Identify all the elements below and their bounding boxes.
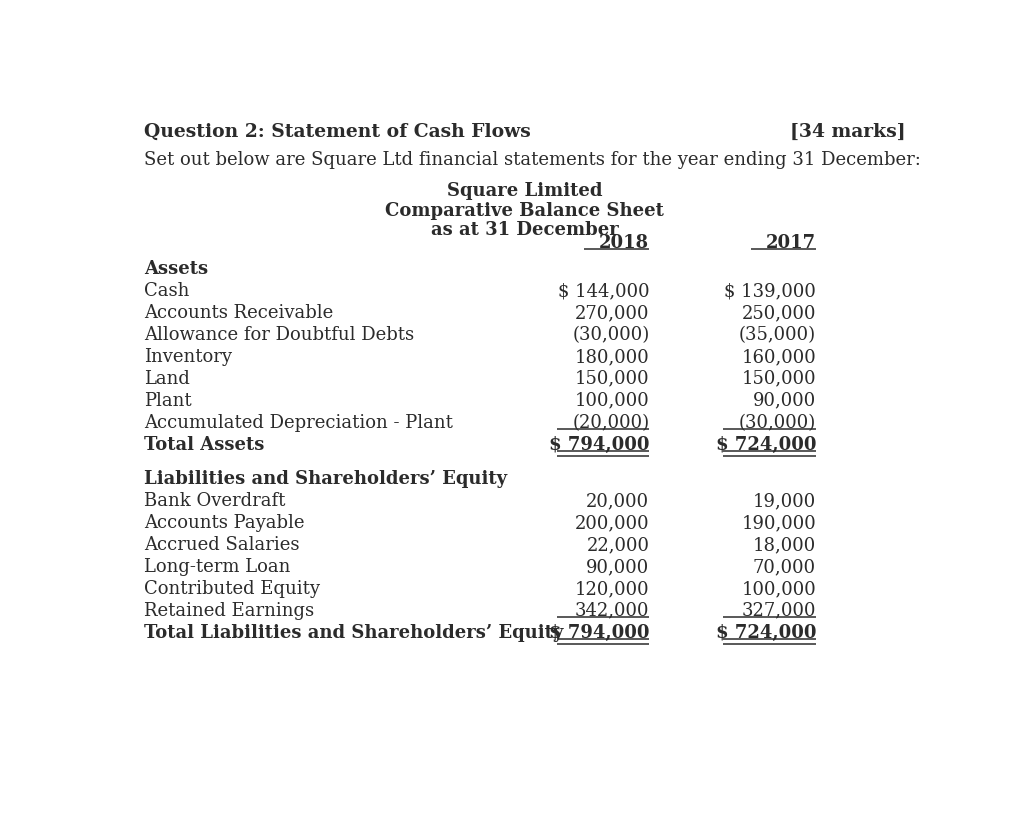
Text: 120,000: 120,000 [574,579,649,597]
Text: 19,000: 19,000 [753,492,816,510]
Text: Set out below are Square Ltd financial statements for the year ending 31 Decembe: Set out below are Square Ltd financial s… [143,150,921,169]
Text: 150,000: 150,000 [574,370,649,387]
Text: [34 marks]: [34 marks] [791,123,905,140]
Text: Total Liabilities and Shareholders’ Equity: Total Liabilities and Shareholders’ Equi… [143,623,563,641]
Text: (35,000): (35,000) [739,325,816,344]
Text: 70,000: 70,000 [753,558,816,575]
Text: Bank Overdraft: Bank Overdraft [143,492,286,510]
Text: $ 794,000: $ 794,000 [549,435,649,453]
Text: 100,000: 100,000 [741,579,816,597]
Text: Liabilities and Shareholders’ Equity: Liabilities and Shareholders’ Equity [143,470,507,487]
Text: 160,000: 160,000 [741,348,816,365]
Text: 100,000: 100,000 [574,391,649,410]
Text: (30,000): (30,000) [572,325,649,344]
Text: Assets: Assets [143,260,208,278]
Text: Question 2: Statement of Cash Flows: Question 2: Statement of Cash Flows [143,123,530,140]
Text: Retained Earnings: Retained Earnings [143,601,314,619]
Text: Total Assets: Total Assets [143,435,264,453]
Text: 90,000: 90,000 [753,391,816,410]
Text: 20,000: 20,000 [587,492,649,510]
Text: as at 31 December: as at 31 December [431,221,618,238]
Text: Land: Land [143,370,189,387]
Text: Inventory: Inventory [143,348,231,365]
Text: 200,000: 200,000 [574,513,649,532]
Text: Allowance for Doubtful Debts: Allowance for Doubtful Debts [143,325,414,344]
Text: Cash: Cash [143,282,189,300]
Text: $ 139,000: $ 139,000 [724,282,816,300]
Text: $ 724,000: $ 724,000 [716,623,816,641]
Text: (30,000): (30,000) [738,413,816,431]
Text: Comparative Balance Sheet: Comparative Balance Sheet [385,201,665,219]
Text: Plant: Plant [143,391,191,410]
Text: $ 794,000: $ 794,000 [549,623,649,641]
Text: 250,000: 250,000 [741,303,816,322]
Text: 190,000: 190,000 [741,513,816,532]
Text: Contributed Equity: Contributed Equity [143,579,319,597]
Text: 22,000: 22,000 [587,536,649,553]
Text: 90,000: 90,000 [586,558,649,575]
Text: Square Limited: Square Limited [447,182,602,200]
Text: 2017: 2017 [766,233,816,252]
Text: 327,000: 327,000 [741,601,816,619]
Text: Accumulated Depreciation - Plant: Accumulated Depreciation - Plant [143,413,453,431]
Text: Long-term Loan: Long-term Loan [143,558,290,575]
Text: 270,000: 270,000 [574,303,649,322]
Text: 2018: 2018 [599,233,649,252]
Text: 150,000: 150,000 [741,370,816,387]
Text: 18,000: 18,000 [753,536,816,553]
Text: 180,000: 180,000 [574,348,649,365]
Text: (20,000): (20,000) [572,413,649,431]
Text: Accrued Salaries: Accrued Salaries [143,536,299,553]
Text: Accounts Receivable: Accounts Receivable [143,303,333,322]
Text: Accounts Payable: Accounts Payable [143,513,304,532]
Text: 342,000: 342,000 [574,601,649,619]
Text: $ 724,000: $ 724,000 [716,435,816,453]
Text: $ 144,000: $ 144,000 [558,282,649,300]
